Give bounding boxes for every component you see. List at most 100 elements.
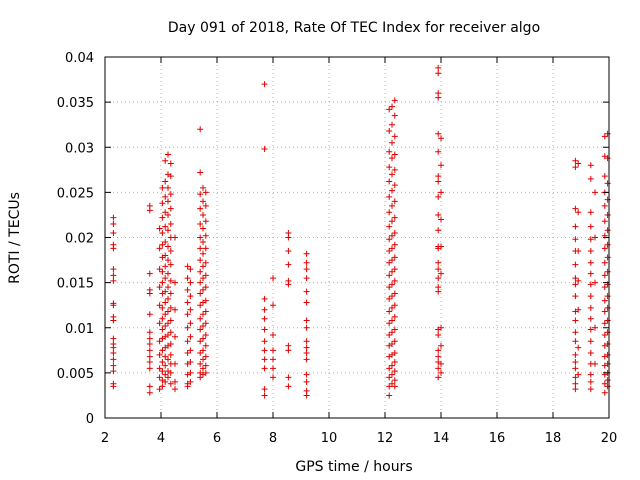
data-point [386,248,393,255]
data-point [200,347,206,354]
data-point [391,198,398,205]
data-point [167,329,174,336]
data-point [587,248,594,255]
data-point [389,329,395,336]
data-point [146,383,153,390]
data-point [202,308,209,315]
data-point [435,353,442,360]
data-point [435,70,442,77]
data-point [391,151,398,158]
data-point [110,368,117,375]
data-point [604,293,611,300]
data-point [438,162,444,169]
data-point [604,241,611,248]
data-point [167,304,174,311]
data-point [261,315,268,322]
data-point [575,277,582,284]
data-point [167,191,174,198]
data-point [261,347,268,354]
data-point [162,263,169,270]
data-point [172,234,178,241]
data-point [165,151,171,158]
data-point [162,223,169,230]
data-point [391,350,398,357]
data-point [184,275,191,282]
x-tick-label: 4 [157,431,165,446]
data-point [389,268,395,275]
data-point [200,311,206,318]
data-point [202,362,209,369]
data-point [197,257,204,264]
data-point [146,207,153,214]
data-point [572,223,579,230]
data-point [162,239,169,246]
data-point [261,146,268,153]
data-point [604,227,611,234]
data-point [165,356,171,363]
data-point [604,155,611,162]
data-point [172,333,178,340]
data-point [110,356,117,363]
data-point [391,326,398,333]
data-point [575,344,582,351]
data-point [435,211,442,218]
data-point [184,383,191,390]
data-point [587,209,594,216]
data-point [261,81,268,88]
data-point [601,272,608,279]
data-point [261,306,268,313]
data-point [146,389,153,396]
data-point [270,347,276,354]
data-point [156,351,163,358]
data-point [146,347,153,354]
data-point [156,284,163,291]
data-point [601,284,608,291]
data-point [435,178,442,185]
data-point [187,320,194,327]
y-tick-label: 0.035 [57,96,94,111]
data-point [167,369,174,376]
data-point [604,196,611,203]
data-point [601,308,608,315]
data-point [391,97,398,104]
y-tick-label: 0.025 [57,186,94,201]
data-point [162,378,169,385]
data-point [389,380,395,387]
data-point [167,205,174,212]
data-point [572,164,579,171]
y-tick-label: 0.02 [65,232,94,247]
data-point [386,365,393,372]
data-point [202,272,209,279]
data-point [146,329,153,336]
data-point [572,157,579,164]
data-point [601,202,608,209]
data-point [438,243,444,250]
data-point [197,374,204,381]
data-point [391,241,398,248]
data-point [435,64,442,71]
data-point [303,378,310,385]
data-point [572,338,579,345]
data-point [187,293,194,300]
data-point [604,383,611,390]
data-point [389,155,395,162]
data-point [285,261,292,268]
data-point [303,259,310,266]
data-point [197,279,204,286]
data-point [261,386,268,393]
data-point [592,324,598,331]
data-point [146,270,153,277]
data-point [587,326,594,333]
data-point [270,365,276,372]
data-point [386,209,393,216]
data-point [604,329,611,336]
data-point [386,374,393,381]
data-point [438,270,444,277]
data-point [184,286,191,293]
data-point [200,365,206,372]
data-point [587,338,594,345]
x-tick-label: 10 [321,431,338,446]
data-point [435,148,442,155]
data-point [391,302,398,309]
data-point [601,380,608,387]
